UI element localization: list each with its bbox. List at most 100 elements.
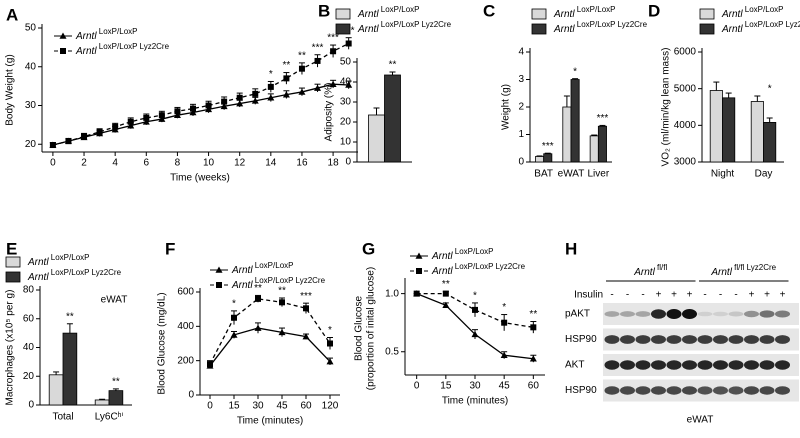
data-point (282, 91, 290, 98)
blot-band (713, 360, 728, 370)
legend-marker (415, 252, 423, 259)
data-point (471, 330, 479, 338)
panel-letter: B (318, 1, 330, 20)
y-tick-label: 20 (25, 139, 37, 150)
blot-band (682, 386, 697, 395)
panel-letter: F (165, 239, 175, 258)
x-tick-label: Day (755, 169, 773, 180)
blot-band (666, 335, 682, 344)
data-point (254, 324, 262, 331)
blot-band (620, 360, 635, 370)
y-tick-label: 4 (518, 47, 524, 58)
panel-letter: G (362, 239, 375, 258)
x-tick-label: 0 (414, 381, 420, 392)
blot-band (620, 335, 635, 344)
blot-band (713, 386, 728, 395)
significance: *** (312, 42, 324, 53)
bar (709, 90, 723, 163)
x-tick-label: 4 (112, 158, 118, 169)
data-point (231, 314, 237, 321)
y-tick-label: 1.0 (385, 288, 399, 299)
blot-band (744, 310, 759, 318)
significance: ** (298, 51, 306, 62)
blot-strip (603, 303, 799, 325)
blot-band (604, 335, 620, 344)
x-tick-label: 0 (207, 401, 213, 412)
y-tick-label: 200 (177, 355, 194, 366)
significance: ** (254, 283, 262, 294)
y-axis-label: Blood Glucose (mg/dL) (157, 292, 168, 394)
panel-letter: H (565, 239, 577, 258)
significance: * (232, 299, 236, 310)
bar (48, 374, 64, 406)
data-point (472, 306, 478, 313)
blot-band (744, 360, 759, 370)
y-tick-label: 1 (518, 129, 524, 140)
legend-swatch (5, 271, 21, 283)
blot-band (604, 386, 620, 395)
x-tick-label: 2 (81, 158, 87, 169)
significance: *** (542, 141, 554, 152)
y-tick-label: 600 (177, 287, 194, 298)
data-point (345, 40, 352, 47)
legend-label: Arntl LoxP/LoxP (721, 5, 783, 20)
data-point (267, 94, 275, 101)
data-point (314, 84, 322, 91)
blot-band (635, 311, 651, 317)
treatment-sign: + (780, 290, 786, 301)
blot-band (713, 335, 728, 344)
y-tick-label: 0 (518, 157, 524, 168)
significance: *** (597, 113, 609, 124)
significance: ** (389, 60, 397, 71)
y-tick-label: 30 (340, 97, 352, 108)
x-tick-label: 45 (499, 381, 511, 392)
x-tick-label: 8 (175, 158, 181, 169)
significance: ** (529, 309, 537, 320)
legend-swatch (335, 8, 351, 20)
blot-band (775, 386, 790, 395)
blot-band (744, 335, 759, 344)
x-tick-label: Night (711, 169, 735, 180)
x-tick-label: 0 (50, 158, 56, 169)
y-tick-label: 40 (340, 77, 352, 88)
x-axis-label: Time (minutes) (237, 416, 303, 427)
y-tick-label: 10 (340, 137, 352, 148)
x-tick-label: 15 (228, 401, 240, 412)
data-point (174, 108, 181, 115)
data-point (302, 333, 310, 340)
data-point (112, 123, 119, 130)
data-point (143, 114, 150, 121)
blot-band (759, 386, 775, 395)
panel-letter: D (648, 1, 660, 20)
x-tick-label: 120 (322, 401, 339, 412)
data-point (330, 48, 337, 55)
bar (589, 135, 599, 163)
significance: * (768, 84, 772, 95)
data-point (500, 351, 508, 359)
y-axis-label: Weight (g) (501, 84, 512, 130)
row-label: pAKT (565, 309, 590, 320)
blot-band (728, 311, 744, 317)
legend-label: Arntl LoxP/LoxP Lyz2Cre (27, 268, 122, 283)
significance: * (269, 69, 273, 80)
blot-band (666, 360, 682, 370)
legend-swatch (531, 8, 547, 20)
y-tick-label: 20 (340, 117, 352, 128)
legend-swatch (531, 23, 547, 35)
data-point (158, 112, 165, 119)
y-axis-label: (proportion of inital glucose) (366, 267, 377, 390)
y-axis-label: VO₂ (ml/min/kg lean mass) (661, 48, 672, 167)
blot-band (697, 360, 713, 370)
y-axis-label: Blood Glucose (354, 296, 365, 361)
significance: * (328, 325, 332, 336)
y-tick-label: 3000 (674, 157, 697, 168)
y-tick-label: 400 (177, 321, 194, 332)
x-tick-label: 16 (296, 158, 308, 169)
data-point (345, 81, 353, 88)
data-point (298, 65, 305, 72)
data-point (65, 138, 72, 145)
blot-band (620, 386, 635, 395)
blot-band (604, 360, 620, 370)
blot-band (651, 386, 666, 395)
x-tick-label: 6 (144, 158, 150, 169)
